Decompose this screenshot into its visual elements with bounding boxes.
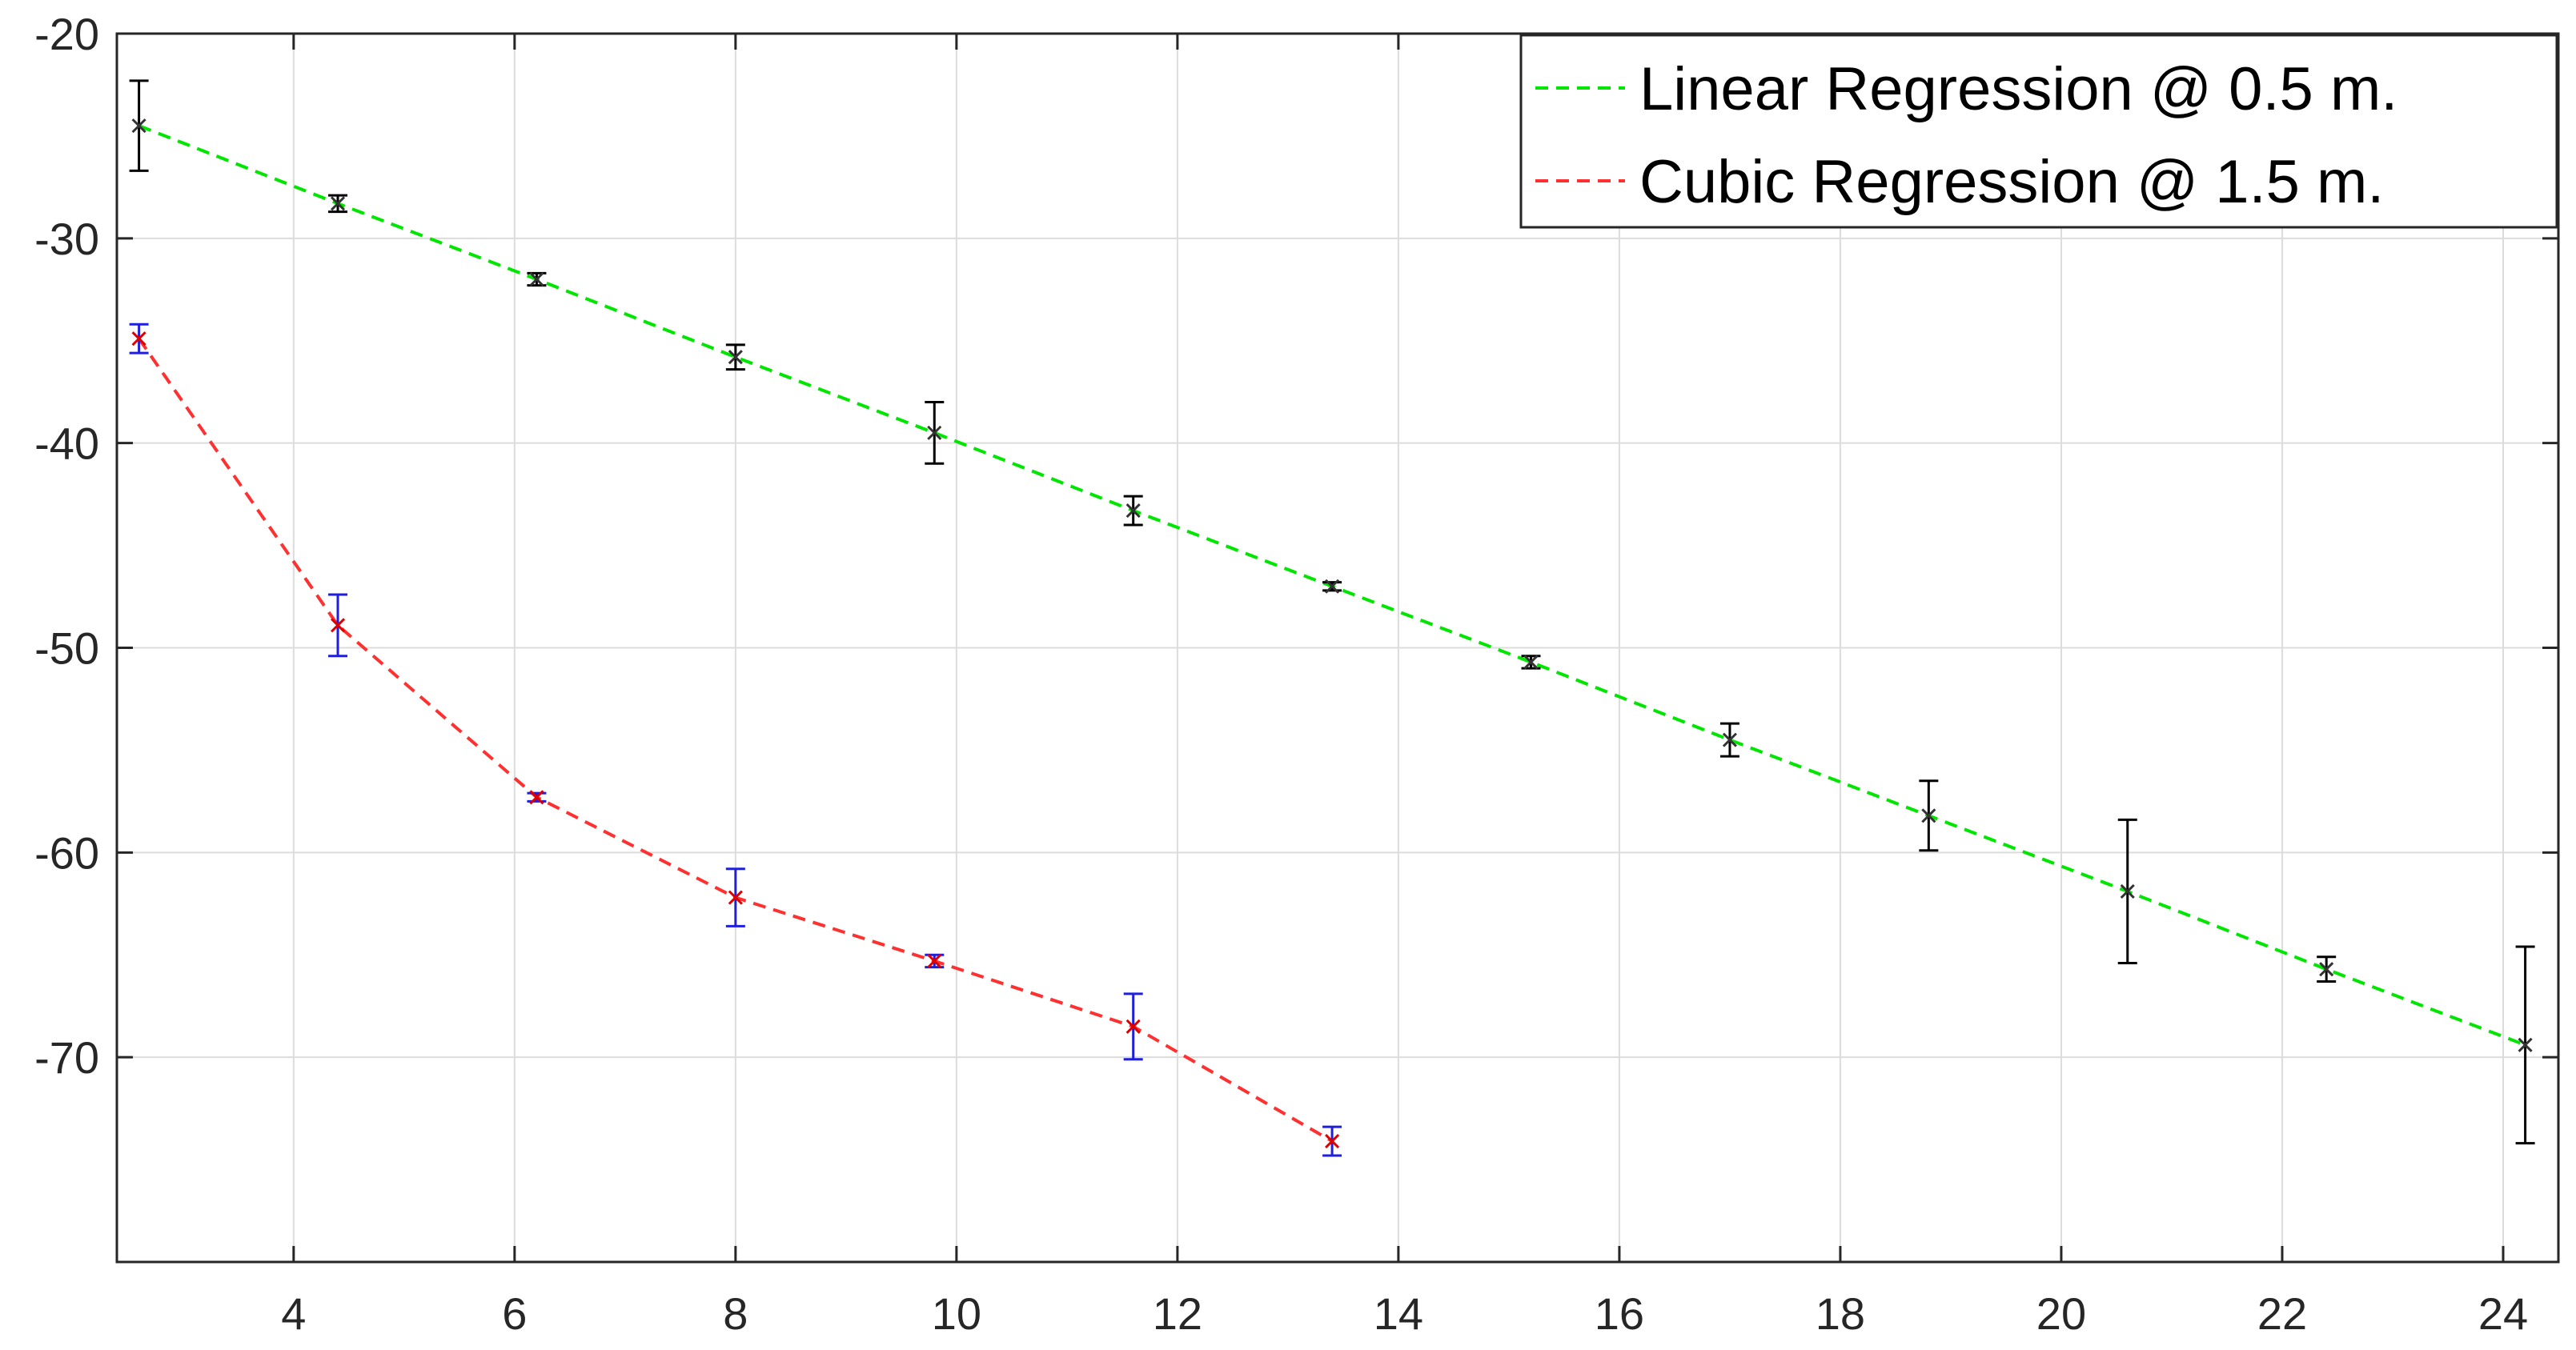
y-tick-label: -70: [34, 1032, 99, 1083]
x-tick-label: 4: [281, 1288, 306, 1339]
x-tick-label: 18: [1816, 1288, 1865, 1339]
x-tick-label: 12: [1153, 1288, 1202, 1339]
marker-stroke: [2518, 1037, 2533, 1052]
x-tick-label: 8: [723, 1288, 748, 1339]
series-0: [129, 79, 2535, 1145]
x-tick-label: 16: [1595, 1288, 1644, 1339]
data-point: [1125, 503, 1141, 519]
marker-stroke: [1325, 1133, 1340, 1149]
legend-label-0: Linear Regression @ 0.5 m.: [1639, 55, 2397, 123]
series-layer: [129, 79, 2535, 1157]
marker-stroke: [1125, 503, 1141, 519]
data-point: [1125, 1019, 1141, 1034]
marker-stroke: [131, 331, 146, 347]
marker-stroke: [1722, 732, 1737, 747]
data-point: [927, 953, 942, 968]
y-tick-label: -60: [34, 827, 99, 878]
x-tick-label: 10: [932, 1288, 981, 1339]
marker-stroke: [131, 118, 146, 134]
y-tick-label: -30: [34, 214, 99, 264]
y-tick-label: -40: [34, 419, 99, 469]
legend-label-1: Cubic Regression @ 1.5 m.: [1639, 148, 2384, 216]
data-point: [330, 196, 346, 211]
data-point: [1523, 655, 1539, 670]
data-point: [1325, 579, 1340, 594]
legend-box: [1519, 34, 2558, 229]
data-point: [1325, 1133, 1340, 1149]
data-point: [1921, 808, 1936, 823]
legend: Linear Regression @ 0.5 m. Cubic Regressi…: [1519, 34, 2558, 229]
marker-stroke: [330, 618, 346, 633]
x-tick-label: 14: [1374, 1288, 1423, 1339]
data-point: [330, 618, 346, 633]
data-point: [131, 118, 146, 134]
marker-stroke: [1325, 579, 1340, 594]
data-point: [728, 350, 743, 365]
marker-stroke: [1125, 1019, 1141, 1034]
marker-stroke: [2120, 883, 2135, 899]
marker-stroke: [1523, 655, 1539, 670]
y-tick-label: -20: [34, 9, 99, 59]
x-tick-label: 6: [502, 1288, 527, 1339]
x-tick-label: 22: [2257, 1288, 2307, 1339]
marker-stroke: [529, 271, 544, 287]
marker-stroke: [728, 350, 743, 365]
marker-stroke: [529, 790, 544, 805]
x-tick-label: 24: [2478, 1288, 2528, 1339]
axes: 4 6 8 10 12 14 16 18 20 22 24 -20 -30 -40 -50 -60 -70: [34, 9, 2560, 1339]
data-point: [2319, 962, 2334, 977]
marker-stroke: [2319, 962, 2334, 977]
grid: [117, 33, 2558, 1262]
marker-stroke: [728, 890, 743, 905]
data-point: [728, 890, 743, 905]
marker-stroke: [927, 425, 942, 440]
y-tick-label: -50: [34, 623, 99, 674]
data-point: [927, 425, 942, 440]
data-point: [529, 271, 544, 287]
data-point: [2120, 883, 2135, 899]
data-point: [131, 331, 146, 347]
x-tick-label: 20: [2036, 1288, 2086, 1339]
data-point: [529, 790, 544, 805]
data-point: [2518, 1037, 2533, 1052]
marker-stroke: [330, 196, 346, 211]
series-1: [129, 322, 1342, 1157]
marker-stroke: [1921, 808, 1936, 823]
data-point: [1722, 732, 1737, 747]
marker-stroke: [927, 953, 942, 968]
